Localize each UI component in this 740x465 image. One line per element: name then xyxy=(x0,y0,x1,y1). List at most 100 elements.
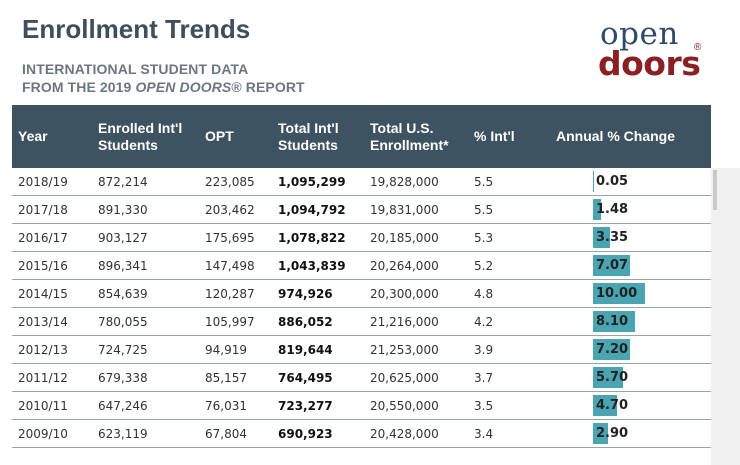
table-row[interactable]: 2013/14 780,055 105,997 886,052 21,216,000 4.… xyxy=(12,308,711,336)
annual-change-bar xyxy=(593,339,630,360)
col-opt-header[interactable]: OPT xyxy=(205,105,234,168)
opt-cell: 120,287 xyxy=(205,287,255,301)
header-label-line: Year xyxy=(18,128,48,144)
header-label-line: Enrollment* xyxy=(370,136,449,153)
annual-change-bar xyxy=(593,283,645,304)
header-label-line: % Int'l xyxy=(474,128,515,144)
annual-change-cell: 10.00 xyxy=(593,280,703,308)
pct-intl-cell: 5.5 xyxy=(474,175,494,189)
total-us-cell: 19,828,000 xyxy=(370,175,439,189)
total-us-cell: 20,185,000 xyxy=(370,231,439,245)
total-us-cell: 21,216,000 xyxy=(370,315,439,329)
annual-change-cell: 7.07 xyxy=(593,252,703,280)
col-total-intl-header[interactable]: Total Int'l Students xyxy=(278,105,339,168)
header-label-line: Students xyxy=(98,136,158,153)
page-title: Enrollment Trends xyxy=(22,14,251,44)
col-pct-intl-header[interactable]: % Int'l xyxy=(474,105,515,168)
total-intl-cell: 819,644 xyxy=(278,343,333,357)
vertical-scrollbar[interactable] xyxy=(711,168,740,465)
subtitle-line-2: FROM THE 2019 OPEN DOORS® REPORT xyxy=(22,78,305,96)
total-us-cell: 20,264,000 xyxy=(370,259,439,273)
opt-cell: 85,157 xyxy=(205,371,247,385)
scrollbar-thumb[interactable] xyxy=(713,170,717,210)
subtitle-post: ® REPORT xyxy=(231,79,305,95)
logo-open-text: open xyxy=(600,16,679,52)
pct-intl-cell: 4.2 xyxy=(474,315,494,329)
pct-intl-cell: 5.5 xyxy=(474,203,494,217)
total-us-cell: 20,625,000 xyxy=(370,371,439,385)
total-us-cell: 20,300,000 xyxy=(370,287,439,301)
enrolled-cell: 780,055 xyxy=(98,315,148,329)
annual-change-bar xyxy=(593,199,601,220)
table-row[interactable]: 2017/18 891,330 203,462 1,094,792 19,831,000… xyxy=(12,196,711,224)
opt-cell: 76,031 xyxy=(205,399,247,413)
year-cell: 2015/16 xyxy=(18,259,68,273)
enrolled-cell: 872,214 xyxy=(98,175,148,189)
enrolled-cell: 891,330 xyxy=(98,203,148,217)
header-label-line: Students xyxy=(278,136,338,153)
logo-doors-text: doors xyxy=(598,44,701,83)
total-intl-cell: 723,277 xyxy=(278,399,333,413)
annual-change-value: 0.05 xyxy=(596,174,629,189)
year-cell: 2017/18 xyxy=(18,203,68,217)
total-intl-cell: 974,926 xyxy=(278,287,333,301)
year-cell: 2014/15 xyxy=(18,287,68,301)
total-intl-cell: 886,052 xyxy=(278,315,333,329)
enrolled-cell: 903,127 xyxy=(98,231,148,245)
pct-intl-cell: 3.4 xyxy=(474,427,494,441)
opt-cell: 203,462 xyxy=(205,203,255,217)
annual-change-cell: 8.10 xyxy=(593,308,703,336)
col-total-us-header[interactable]: Total U.S. Enrollment* xyxy=(370,105,449,168)
year-cell: 2013/14 xyxy=(18,315,68,329)
enrollment-table: Year Enrolled Int'l Students OPT Total Int'l… xyxy=(12,105,711,465)
enrolled-cell: 854,639 xyxy=(98,287,148,301)
table-row[interactable]: 2016/17 903,127 175,695 1,078,822 20,185,000… xyxy=(12,224,711,252)
table-row[interactable]: 2011/12 679,338 85,157 764,495 20,625,000 3.7… xyxy=(12,364,711,392)
annual-change-value: 3.35 xyxy=(596,230,629,245)
annual-change-bar xyxy=(593,311,635,332)
annual-change-value: 7.07 xyxy=(596,258,629,273)
table-row[interactable]: 2010/11 647,246 76,031 723,277 20,550,000 3.5… xyxy=(12,392,711,420)
subtitle-line-1: INTERNATIONAL STUDENT DATA xyxy=(22,61,249,77)
annual-change-bar xyxy=(593,171,594,192)
enrolled-cell: 623,119 xyxy=(98,427,148,441)
annual-change-value: 2.90 xyxy=(596,426,629,441)
subtitle-pre: FROM THE 2019 xyxy=(22,79,136,95)
col-year-header[interactable]: Year xyxy=(18,105,48,168)
annual-change-cell: 1.48 xyxy=(593,196,703,224)
header-label-line: Enrolled Int'l xyxy=(98,119,183,136)
pct-intl-cell: 5.3 xyxy=(474,231,494,245)
open-doors-logo[interactable]: open ® doors xyxy=(596,16,716,86)
table-row[interactable]: 2018/19 872,214 223,085 1,095,299 19,828,000… xyxy=(12,168,711,196)
pct-intl-cell: 4.8 xyxy=(474,287,494,301)
header-label-line: Total Int'l xyxy=(278,119,339,136)
table-header: Year Enrolled Int'l Students OPT Total Int'l… xyxy=(12,105,711,168)
total-intl-cell: 1,043,839 xyxy=(278,259,346,273)
enrolled-cell: 724,725 xyxy=(98,343,148,357)
col-enrolled-header[interactable]: Enrolled Int'l Students xyxy=(98,105,182,168)
annual-change-value: 8.10 xyxy=(596,314,629,329)
logo-registered-mark: ® xyxy=(694,42,702,53)
annual-change-cell: 4.70 xyxy=(593,392,703,420)
opt-cell: 67,804 xyxy=(205,427,247,441)
table-row[interactable]: 2014/15 854,639 120,287 974,926 20,300,000 4.… xyxy=(12,280,711,308)
enrolled-cell: 896,341 xyxy=(98,259,148,273)
annual-change-bar xyxy=(593,227,610,248)
table-row[interactable]: 2009/10 623,119 67,804 690,923 20,428,000 3.4… xyxy=(12,420,711,448)
opt-cell: 94,919 xyxy=(205,343,247,357)
table-row[interactable]: 2012/13 724,725 94,919 819,644 21,253,000 3.9… xyxy=(12,336,711,364)
header-label-line: Total U.S. xyxy=(370,119,434,136)
opt-cell: 147,498 xyxy=(205,259,255,273)
annual-change-value: 1.48 xyxy=(596,202,629,217)
table-row[interactable]: 2015/16 896,341 147,498 1,043,839 20,264,000… xyxy=(12,252,711,280)
enrolled-cell: 679,338 xyxy=(98,371,148,385)
total-intl-cell: 1,095,299 xyxy=(278,175,346,189)
annual-change-bar xyxy=(593,255,630,276)
annual-change-cell: 3.35 xyxy=(593,224,703,252)
pct-intl-cell: 3.7 xyxy=(474,371,494,385)
col-annual-change-header[interactable]: Annual % Change xyxy=(556,105,675,168)
total-intl-cell: 764,495 xyxy=(278,371,333,385)
subtitle-italic: OPEN DOORS xyxy=(135,79,232,95)
year-cell: 2018/19 xyxy=(18,175,68,189)
enrolled-cell: 647,246 xyxy=(98,399,148,413)
